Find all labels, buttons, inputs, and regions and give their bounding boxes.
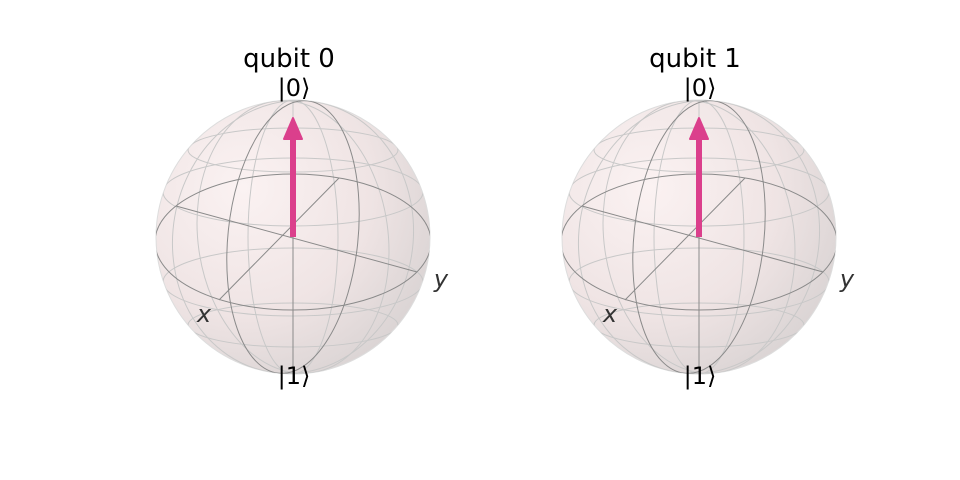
state-vector-arrow xyxy=(283,117,303,237)
pole-bottom-label: |1⟩ xyxy=(684,362,717,390)
bloch-sphere-qubit-0: qubit 0 |0⟩ |1⟩ x y xyxy=(155,44,449,390)
pole-bottom-label: |1⟩ xyxy=(278,362,311,390)
state-vector-arrow xyxy=(689,117,709,237)
pole-top-label: |0⟩ xyxy=(278,74,311,102)
sphere-title: qubit 1 xyxy=(649,44,741,74)
axis-x-label: x xyxy=(196,300,212,328)
pole-top-label: |0⟩ xyxy=(684,74,717,102)
sphere-title: qubit 0 xyxy=(243,44,335,74)
state-vector-head xyxy=(283,117,303,140)
state-vector-head xyxy=(689,117,709,140)
axis-x-label: x xyxy=(602,300,618,328)
bloch-sphere-qubit-1: qubit 1 |0⟩ |1⟩ x y xyxy=(561,44,855,390)
axis-y-label: y xyxy=(839,265,855,293)
axis-y-label: y xyxy=(433,265,449,293)
